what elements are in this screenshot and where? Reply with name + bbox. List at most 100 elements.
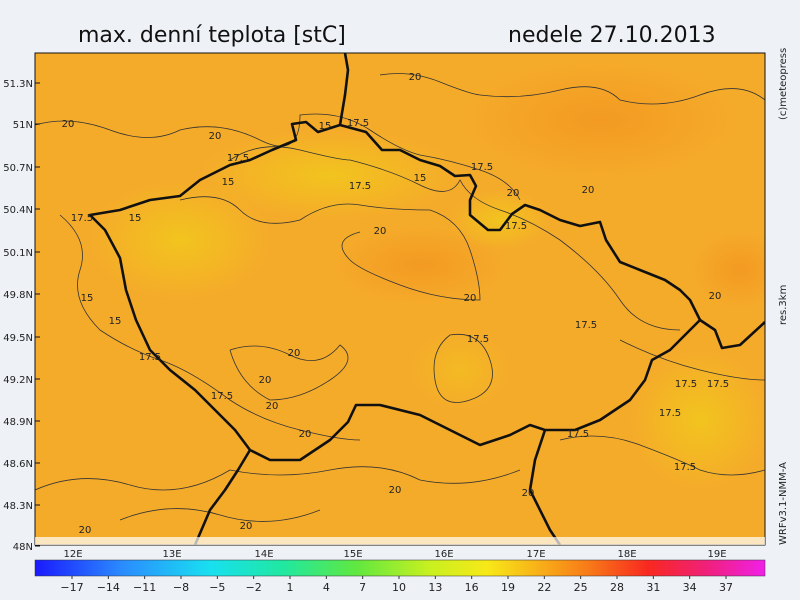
contour-label: 20 — [288, 348, 301, 359]
contour-label: 17.5 — [707, 379, 729, 390]
colorbar-label: 22 — [537, 581, 551, 594]
contour-label: 20 — [240, 521, 253, 532]
colorbar-label: 7 — [359, 581, 366, 594]
border-at — [193, 449, 252, 545]
contour-line — [619, 339, 765, 381]
contour-label: 17.5 — [471, 162, 493, 173]
warm-area — [460, 60, 740, 180]
colorbar-label: −2 — [246, 581, 262, 594]
contour-label: 17.5 — [675, 379, 697, 390]
colorbar-label: 10 — [392, 581, 406, 594]
lon-label: 15E — [343, 549, 362, 560]
cool-area — [410, 330, 510, 410]
contour-label: 17.5 — [575, 320, 597, 331]
contour-line — [179, 196, 481, 301]
map-field: 20 20 20 15 17.5 17.5 15 17.5 15 17.5 20 20 17.5 15 20… — [35, 53, 765, 545]
lat-label: 50.7N — [3, 163, 33, 174]
lat-label: 49.2N — [3, 375, 33, 386]
colorbar-label: −8 — [173, 581, 189, 594]
lat-label: 48N — [13, 542, 33, 553]
warm-area — [330, 225, 510, 305]
colorbar-label: −14 — [97, 581, 120, 594]
colorbar-label: 13 — [428, 581, 442, 594]
contour-label: 20 — [389, 485, 402, 496]
contour-label: 20 — [374, 226, 387, 237]
colorbar-label: −5 — [209, 581, 225, 594]
contour-label: 17.5 — [674, 462, 696, 473]
lon-label: 13E — [162, 549, 181, 560]
contour-label: 20 — [409, 72, 422, 83]
lon-axis: 12E 13E 14E 15E 16E 17E 18E 19E — [63, 549, 726, 560]
map-date: nedele 27.10.2013 — [508, 23, 716, 48]
lat-label: 50.4N — [3, 205, 33, 216]
contour-label: 15 — [319, 121, 332, 132]
contour-line — [35, 466, 521, 491]
lat-label: 48.9N — [3, 417, 33, 428]
contour-label: 15 — [109, 316, 122, 327]
contour-label: 20 — [209, 131, 222, 142]
copyright: (c)meteopress — [778, 48, 789, 120]
contour-label: 20 — [259, 375, 272, 386]
contour-label: 17.5 — [505, 221, 527, 232]
border-sk-hu — [528, 429, 562, 545]
lat-label: 49.5N — [3, 333, 33, 344]
borders — [88, 53, 765, 545]
contour-line — [433, 333, 493, 403]
contour-line — [119, 508, 321, 522]
model-name: WRFv3.1-NMM-A — [778, 462, 789, 545]
lon-label: 17E — [526, 549, 545, 560]
contour-label: 20 — [709, 291, 722, 302]
contour-label: 17.5 — [659, 408, 681, 419]
map-bottom-strip — [35, 537, 765, 545]
cool-area — [630, 350, 765, 490]
cool-area — [90, 180, 270, 300]
contour-label: 15 — [129, 213, 142, 224]
lon-label: 14E — [254, 549, 273, 560]
lat-label: 51.3N — [3, 79, 33, 90]
colorbar-label: 34 — [683, 581, 697, 594]
contour-line — [379, 73, 765, 105]
contour-label: 17.5 — [567, 429, 589, 440]
colorbar-label: −17 — [60, 581, 83, 594]
colorbar — [34, 559, 766, 577]
warm-area — [690, 230, 765, 310]
colorbar-label: 28 — [610, 581, 624, 594]
contour-label: 15 — [414, 173, 427, 184]
colorbar-label: 4 — [323, 581, 330, 594]
contour-label: 20 — [62, 119, 75, 130]
colorbar-label: 19 — [501, 581, 515, 594]
contour-label: 17.5 — [227, 153, 249, 164]
contour-label: 20 — [507, 188, 520, 199]
colorbar-label: −11 — [133, 581, 156, 594]
colorbar-label: 37 — [719, 581, 733, 594]
lat-label: 49.8N — [3, 290, 33, 301]
lat-label: 48.3N — [3, 501, 33, 512]
lon-label: 19E — [707, 549, 726, 560]
lon-label: 12E — [63, 549, 82, 560]
lat-label: 50.1N — [3, 248, 33, 259]
colorbar-ticks: −17 −14 −11 −8 −5 −2 1 4 7 10 13 16 19 22 25 28 31 34 37 — [60, 576, 733, 594]
colorbar-label: 31 — [646, 581, 660, 594]
lat-axis: 51.3N 51N 50.7N 50.4N 50.1N 49.8N 49.5N 49.2N 48… — [3, 79, 40, 553]
lon-label: 16E — [434, 549, 453, 560]
contour-label: 17.5 — [347, 118, 369, 129]
contour-line — [559, 435, 765, 476]
lon-label: 18E — [617, 549, 636, 560]
contour-label: 20 — [582, 185, 595, 196]
cool-area — [450, 190, 550, 250]
contour-label: 17.5 — [71, 213, 93, 224]
contour-label: 20 — [266, 401, 279, 412]
contour-label: 15 — [81, 293, 94, 304]
contour-label: 20 — [464, 293, 477, 304]
contours — [35, 73, 765, 522]
contour-labels: 20 20 20 15 17.5 17.5 15 17.5 15 17.5 20 20 17.5 15 20… — [62, 72, 730, 536]
contour-label: 20 — [79, 525, 92, 536]
lat-label: 51N — [13, 120, 33, 131]
border-pl-de — [338, 53, 350, 126]
border-pl-sk — [699, 318, 765, 350]
contour-label: 20 — [299, 429, 312, 440]
colorbar-label: 1 — [287, 581, 294, 594]
contour-label: 17.5 — [139, 352, 161, 363]
contour-label: 15 — [222, 177, 235, 188]
